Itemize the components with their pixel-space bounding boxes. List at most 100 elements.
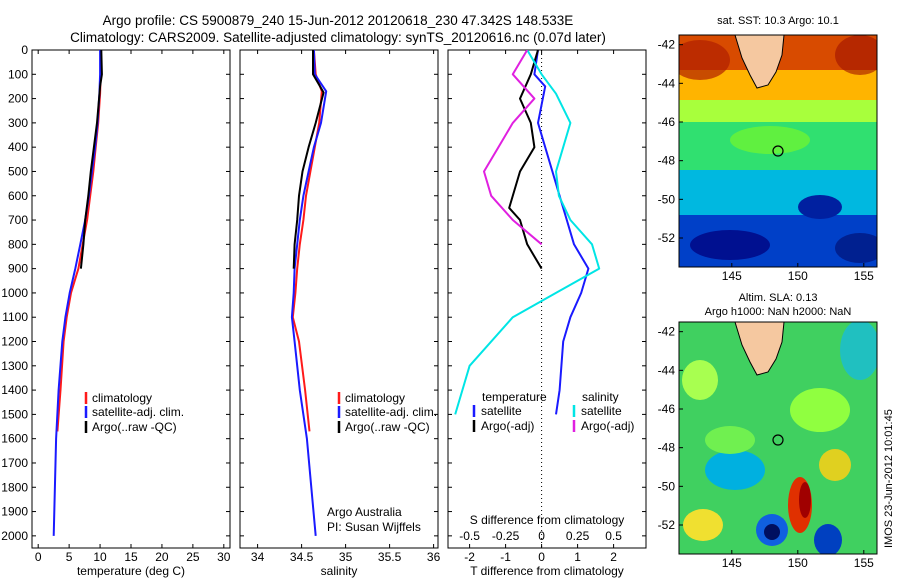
x-tick-label: 15 <box>124 550 138 564</box>
x-tick-label: 0 <box>538 550 545 564</box>
y-tick-label: 1900 <box>1 505 28 519</box>
legend-label-climatology: climatology <box>92 391 152 405</box>
s-tick-label: 0 <box>538 529 545 543</box>
y-tick-label: -52 <box>658 231 676 245</box>
x-tick-label: 150 <box>788 269 808 283</box>
salinity-axis-ticks: 34 34.5 35 35.5 36 <box>240 49 441 564</box>
x-tick-label: 5 <box>66 550 73 564</box>
difference-panel-frame <box>447 49 647 549</box>
y-tick-label: 1000 <box>1 286 28 300</box>
y-tick-label: -42 <box>658 38 676 52</box>
y-tick-label: -46 <box>658 115 676 129</box>
salinity-difference-xlabel: S difference from climatology <box>470 513 625 527</box>
s-tick-label: 0.25 <box>566 529 590 543</box>
x-tick-label: 36 <box>427 550 441 564</box>
x-tick-label: 10 <box>93 550 107 564</box>
sst-map-title: sat. SST: 10.3 Argo: 10.1 <box>717 15 839 27</box>
salinity-xlabel: salinity <box>321 564 358 578</box>
y-tick-label: 1700 <box>1 456 28 470</box>
difference-xlabel: T difference from climatology <box>470 564 624 578</box>
y-tick-label: -48 <box>658 154 676 168</box>
sla-map-ticks: 145 150 155 -42 -44 -46 -48 -50 -52 <box>658 325 874 570</box>
y-tick-label: -52 <box>658 518 676 532</box>
difference-legend: temperature satellite Argo(-adj) salinit… <box>472 390 634 433</box>
legend-label-satellite: satellite-adj. clim. <box>345 405 437 419</box>
y-tick-label: 800 <box>8 237 28 251</box>
x-tick-label: 145 <box>722 269 742 283</box>
y-tick-label: 1100 <box>2 310 28 324</box>
salinity-legend: climatology satellite-adj. clim. Argo(..… <box>337 391 437 434</box>
sst-map <box>679 35 877 267</box>
x-tick-label: 20 <box>155 550 169 564</box>
legend-label-argo: Argo(..raw -QC) <box>345 420 430 434</box>
y-tick-label: -46 <box>658 402 676 416</box>
annotation-line2: PI: Susan Wijffels <box>327 520 421 534</box>
temperature-legend: climatology satellite-adj. clim. Argo(..… <box>84 391 184 434</box>
argo-location-marker <box>772 145 784 157</box>
y-tick-label: -44 <box>658 363 676 377</box>
legend-label-argo: Argo(..raw -QC) <box>92 420 177 434</box>
y-tick-label: 1600 <box>1 432 28 446</box>
temperature-axis-ticks: 0 5 10 15 20 25 300100200300400500600700800900… <box>1 43 231 564</box>
salinity-panel-frame <box>239 49 439 549</box>
series-line <box>533 50 590 415</box>
x-tick-label: 155 <box>854 269 874 283</box>
sla-map-subtitle: Argo h1000: NaN h2000: NaN <box>705 306 852 318</box>
y-tick-label: 1800 <box>1 480 28 494</box>
y-tick-label: 1500 <box>1 407 28 421</box>
y-tick-label: 1400 <box>1 383 28 397</box>
x-tick-label: 35 <box>339 550 353 564</box>
series-line <box>483 50 543 246</box>
y-tick-label: -42 <box>658 325 676 339</box>
y-tick-label: 700 <box>8 213 28 227</box>
sla-map-title: Altim. SLA: 0.13 <box>739 292 818 304</box>
x-tick-label: 0 <box>35 550 42 564</box>
x-tick-label: -1 <box>500 550 511 564</box>
legend-label-climatology: climatology <box>345 391 405 405</box>
y-tick-label: 1300 <box>1 359 28 373</box>
sst-map-frame <box>678 34 878 268</box>
y-tick-label: 500 <box>8 164 28 178</box>
timestamp-stamp: IMOS 23-Jun-2012 10:01:45 <box>883 409 895 548</box>
sla-map <box>679 322 877 554</box>
y-tick-label: -44 <box>658 76 676 90</box>
x-tick-label: 25 <box>186 550 200 564</box>
x-tick-label: 35.5 <box>378 550 402 564</box>
series-line <box>508 50 543 270</box>
y-tick-label: -50 <box>658 479 676 493</box>
x-tick-label: 1 <box>574 550 581 564</box>
temperature-series <box>52 50 103 536</box>
y-tick-label: 2000 <box>1 529 28 543</box>
x-tick-label: 34.5 <box>290 550 314 564</box>
legend-label-s-argo: Argo(-adj) <box>581 419 634 433</box>
temperature-xlabel: temperature (deg C) <box>77 564 185 578</box>
y-tick-label: 300 <box>8 116 28 130</box>
legend-title-salinity: salinity <box>582 390 619 404</box>
legend-label-satellite: satellite-adj. clim. <box>92 405 184 419</box>
s-tick-label: 0.5 <box>605 529 622 543</box>
figure-title-line2: Climatology: CARS2009. Satellite-adjuste… <box>70 30 606 45</box>
difference-axis-ticks: -2 -1 0 1 2 -0.5 -0.25 0 0.25 0.5 <box>448 49 646 564</box>
x-tick-label: 2 <box>610 550 617 564</box>
series-line <box>56 50 102 432</box>
y-tick-label: 400 <box>8 140 28 154</box>
y-tick-label: 600 <box>8 189 28 203</box>
x-tick-label: 30 <box>217 550 231 564</box>
series-line <box>290 50 328 536</box>
series-line <box>52 50 102 536</box>
salinity-series <box>290 50 328 536</box>
x-tick-label: 34 <box>251 550 265 564</box>
annotation-line1: Argo Australia <box>327 505 402 519</box>
series-line <box>454 50 601 415</box>
y-tick-label: 900 <box>8 262 28 276</box>
y-tick-label: 200 <box>8 92 28 106</box>
y-tick-label: -48 <box>658 441 676 455</box>
temperature-panel-frame <box>31 49 231 549</box>
sst-map-ticks: 145 150 155 -42 -44 -46 -48 -50 -52 <box>658 38 874 283</box>
legend-label-t-argo: Argo(-adj) <box>481 419 534 433</box>
legend-label-s-satellite: satellite <box>581 404 622 418</box>
difference-series <box>454 50 601 415</box>
legend-label-t-satellite: satellite <box>481 404 522 418</box>
sla-map-frame <box>678 321 878 555</box>
